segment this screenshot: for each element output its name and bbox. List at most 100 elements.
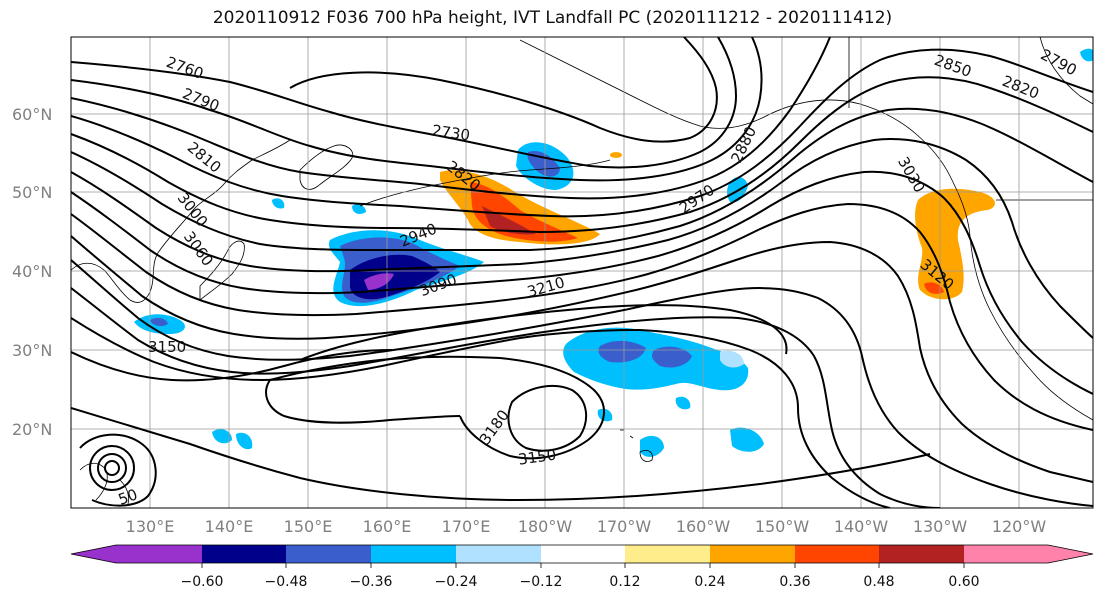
contour-label: 50	[116, 485, 140, 508]
contour-labels: 2760 2790 2730 2810 2820 2850 2790 2820 …	[116, 46, 1080, 508]
coastlines	[71, 37, 1093, 505]
contour-3000	[71, 202, 1093, 431]
colorbar-tick-label: 0.60	[948, 574, 979, 590]
lon-label: 120°W	[992, 517, 1047, 536]
contour-2940	[71, 138, 1093, 339]
colorbar-outline	[70, 544, 1094, 564]
coast-alaska	[519, 39, 1093, 421]
lon-label: 160°E	[363, 517, 412, 536]
contour-2850	[71, 48, 1093, 218]
gridlines	[71, 37, 1093, 508]
lon-label: 180°W	[518, 517, 573, 536]
coast-japan	[199, 240, 245, 301]
contour-typhoon-outer2	[79, 433, 157, 507]
colorbar-tick-label: 0.24	[694, 574, 725, 590]
contour-label: 2730	[431, 121, 471, 144]
lat-label: 20°N	[12, 420, 52, 439]
shade-blob-small-orange	[610, 152, 622, 158]
shade-small-1	[352, 204, 366, 214]
contour-3090	[71, 287, 941, 508]
colorbar-tick-label: −0.24	[435, 574, 478, 590]
colorbar-bin	[964, 545, 1048, 563]
contour-2730	[289, 37, 718, 143]
shade-blob-alaska-inner	[527, 150, 560, 177]
shade-small-2	[272, 198, 285, 209]
height-contours	[71, 37, 1093, 508]
colorbar-tick-label: 0.48	[863, 574, 894, 590]
contour-3150-sub	[71, 349, 393, 382]
coast-asia	[71, 139, 291, 303]
coast-hudson	[1039, 37, 1093, 105]
shade-coast-orange	[915, 188, 995, 300]
contour-3150-west	[71, 407, 301, 479]
contour-2760	[71, 37, 738, 169]
colorbar-bin	[456, 545, 541, 563]
contour-2820	[71, 37, 831, 200]
lon-label: 140°W	[834, 517, 889, 536]
colorbar-tick-label: −0.48	[265, 574, 308, 590]
contour-2880	[71, 76, 1093, 234]
lon-label: 150°W	[755, 517, 810, 536]
shade-cluster-s1	[597, 408, 613, 422]
colorbar-ticks	[201, 563, 965, 568]
contour-2970	[71, 170, 1093, 395]
colorbar-bin	[879, 545, 964, 563]
contour-3120	[71, 317, 891, 508]
shade-cluster-s5	[212, 429, 232, 444]
shade-cluster-light	[720, 350, 744, 368]
coast-aleutians	[359, 159, 611, 207]
lon-label: 150°E	[284, 517, 333, 536]
contour-2790	[71, 37, 763, 182]
colorbar-extend-right	[1048, 545, 1093, 563]
contour-3210	[299, 304, 788, 361]
shade-cluster-inner2	[652, 346, 692, 368]
colorbar-tick-label: 0.36	[779, 574, 810, 590]
lon-label: 170°W	[597, 517, 652, 536]
contour-3180	[269, 355, 606, 460]
shade-cluster-s4	[675, 396, 691, 410]
colorbar-tick-label: −0.36	[350, 574, 393, 590]
contour-label: 3150	[517, 446, 557, 469]
colorbar-bin	[625, 545, 710, 563]
shade-cluster-s6	[236, 432, 253, 450]
lon-label: 130°E	[126, 517, 175, 536]
colorbar-tick-label: 0.12	[609, 574, 640, 590]
shade-blob-japan-inner	[150, 317, 168, 327]
shade-cluster-inner1	[598, 340, 646, 363]
contour-3150-loop	[507, 385, 588, 452]
latitude-labels: 60°N 50°N 40°N 30°N 20°N	[12, 105, 52, 439]
lon-label: 140°E	[205, 517, 254, 536]
shade-coast-red	[924, 282, 944, 294]
contour-typhoon-inner	[104, 460, 120, 476]
figure-title: 2020110912 F036 700 hPa height, IVT Land…	[212, 8, 893, 28]
contour-3180-b	[265, 379, 461, 424]
colorbar-extend-left	[71, 545, 116, 563]
colorbar-bin	[286, 545, 371, 563]
colorbar-bin	[371, 545, 456, 563]
colorbar-tick-label: −0.60	[181, 574, 224, 590]
lat-label: 30°N	[12, 341, 52, 360]
coast-hawaii	[620, 429, 653, 462]
lon-label: 130°W	[913, 517, 968, 536]
lon-label: 160°W	[676, 517, 731, 536]
colorbar-bin	[116, 545, 202, 563]
shade-ne-blue	[1080, 48, 1093, 62]
colorbar-tick-label: −0.12	[520, 574, 563, 590]
colorbar-bin	[710, 545, 795, 563]
lat-label: 40°N	[12, 262, 52, 281]
colorbar-bin	[202, 545, 286, 563]
longitude-labels: 130°E 140°E 150°E 160°E 170°E 180°W 170°…	[126, 517, 1047, 536]
contour-3030	[71, 235, 1093, 483]
contour-typhoon-outer	[89, 445, 135, 491]
lon-label: 170°E	[442, 517, 491, 536]
map-frame	[70, 36, 1094, 509]
colorbar: −0.60 −0.48 −0.36 −0.24 −0.12 0.12 0.24 …	[70, 544, 1094, 590]
colorbar-bin	[795, 545, 879, 563]
lat-label: 50°N	[12, 183, 52, 202]
shade-cluster-s2	[640, 435, 664, 457]
colorbar-bin	[541, 545, 625, 563]
shade-cluster-s3	[730, 427, 764, 452]
contour-2910	[71, 107, 1093, 252]
contour-typhoon-mid	[97, 453, 127, 483]
